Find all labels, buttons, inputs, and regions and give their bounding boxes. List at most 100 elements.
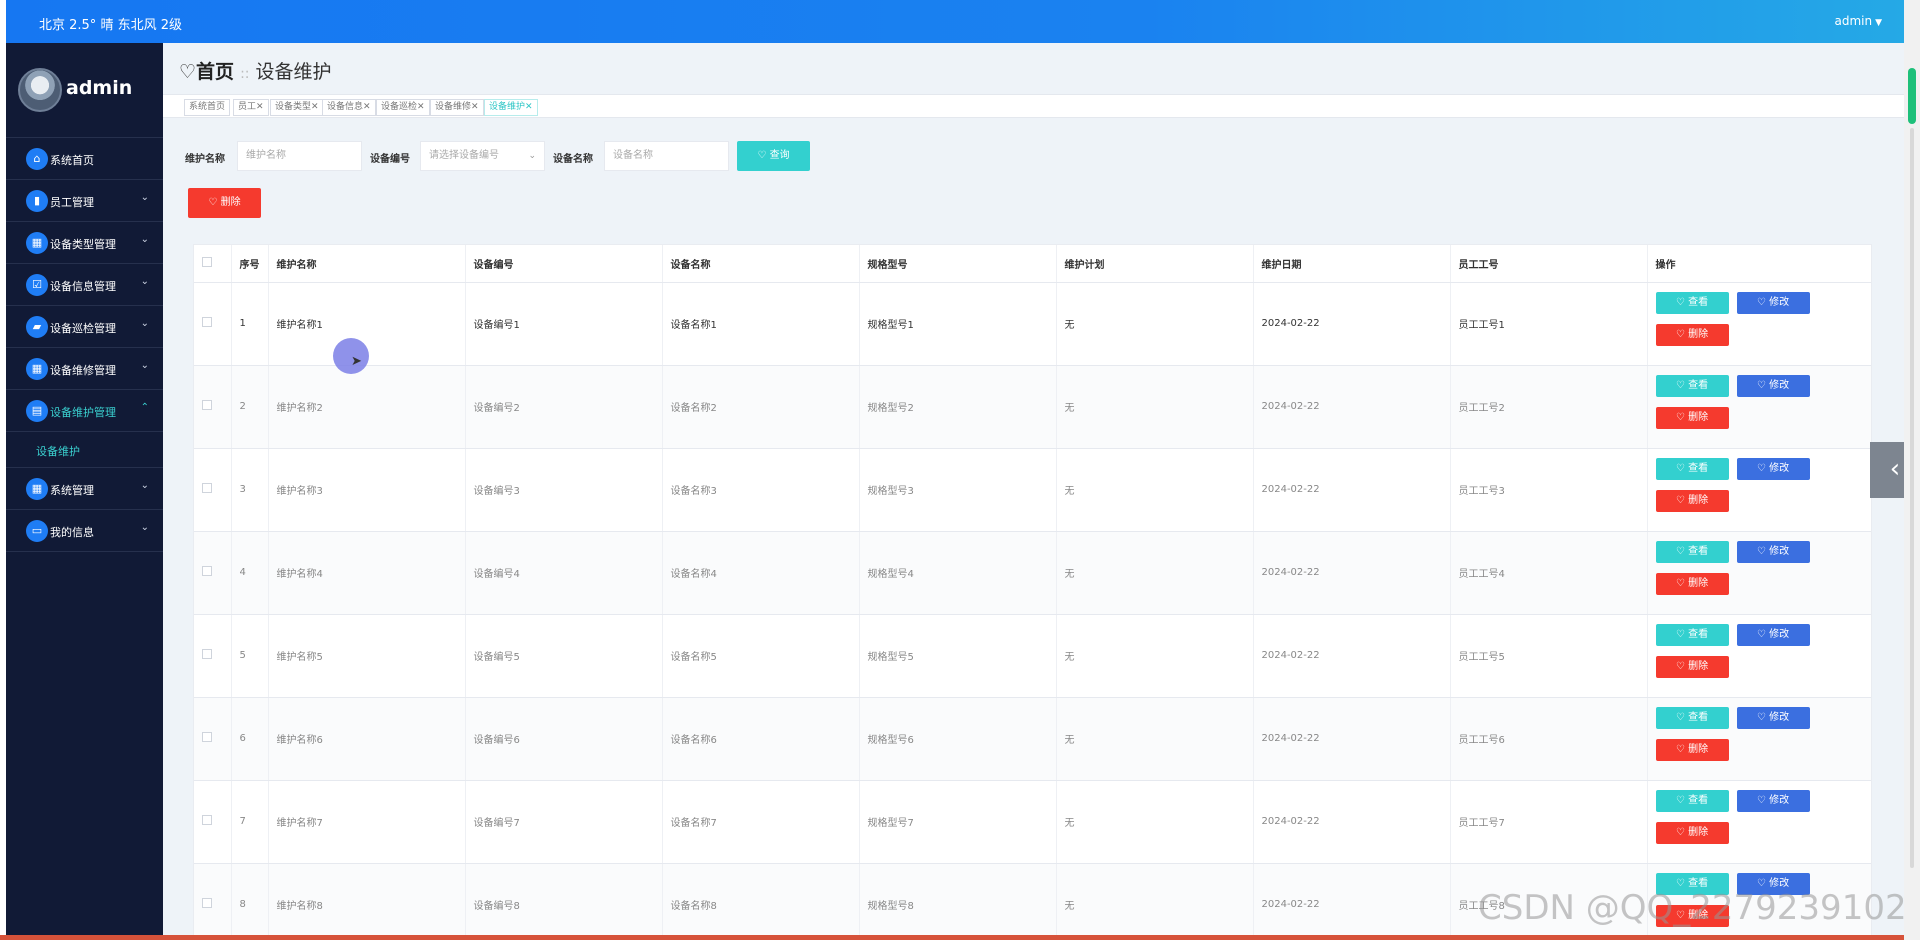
table-row: 7 维护名称7 设备编号7 设备名称7 规格型号7 无 2024-02-22 员工工号7 ♡ 查… — [194, 780, 1871, 864]
row-select-cell — [194, 614, 232, 698]
row-checkbox[interactable] — [202, 815, 212, 825]
row-checkbox[interactable] — [202, 732, 212, 742]
edit-button[interactable]: ♡ 修改 — [1736, 540, 1810, 563]
delete-button[interactable]: ♡ 删除 — [1655, 323, 1729, 346]
actions-cell: ♡ 查看 ♡ 修改 ♡ 删除 — [1647, 365, 1871, 449]
bar-chart-icon: ▮ — [26, 190, 48, 212]
tab-tag-0[interactable]: 系统首页 — [184, 99, 231, 116]
query-button[interactable]: ♡ 查询 — [737, 141, 810, 171]
breadcrumb-home[interactable]: 首页 — [196, 61, 235, 83]
table-cell: 8 — [231, 863, 269, 936]
tags-bar: 系统首页 员工✕ 设备类型✕ 设备信息✕ 设备巡检✕ 设备维修✕ 设备维护✕ — [163, 94, 1904, 118]
sidebar: admin ⌂ 系统首页 ▮ 员工管理 ⌄ ▦ 设备类型管理 ⌄ ☑ 设备信息管理 ⌄ ▰ 设备巡检管理… — [6, 43, 163, 937]
user-menu[interactable]: admin ▼ — [1834, 14, 1882, 28]
tab-tag-1[interactable]: 员工✕ — [233, 99, 269, 116]
table-cell: 设备名称4 — [662, 531, 860, 615]
edit-button[interactable]: ♡ 修改 — [1736, 789, 1810, 812]
maint-name-input[interactable]: 维护名称 — [237, 141, 362, 171]
delete-button[interactable]: ♡ 删除 — [1655, 738, 1729, 761]
row-checkbox[interactable] — [202, 317, 212, 327]
sidebar-item-6[interactable]: ▤ 设备维护管理 ⌃ — [6, 390, 163, 432]
tab-tag-3[interactable]: 设备信息✕ — [322, 99, 376, 116]
chevron-left-icon: ‹ — [1889, 454, 1901, 484]
table-cell: 员工工号6 — [1450, 697, 1648, 781]
device-code-select[interactable]: 请选择设备编号 ⌄ — [420, 141, 545, 171]
edit-button[interactable]: ♡ 修改 — [1736, 291, 1810, 314]
view-button[interactable]: ♡ 查看 — [1655, 457, 1729, 480]
table-cell: 6 — [231, 697, 269, 781]
view-button[interactable]: ♡ 查看 — [1655, 291, 1729, 314]
column-header: 序号 — [231, 245, 269, 283]
sidebar-item-4[interactable]: ▰ 设备巡检管理 ⌄ — [6, 306, 163, 348]
edit-button[interactable]: ♡ 修改 — [1736, 457, 1810, 480]
edit-button[interactable]: ♡ 修改 — [1736, 872, 1810, 895]
view-button[interactable]: ♡ 查看 — [1655, 789, 1729, 812]
delete-button[interactable]: ♡ 删除 — [1655, 655, 1729, 678]
edit-button[interactable]: ♡ 修改 — [1736, 706, 1810, 729]
tab-tag-6[interactable]: 设备维护✕ — [484, 99, 538, 116]
delete-button[interactable]: ♡ 删除 — [1655, 489, 1729, 512]
table-cell: 2024-02-22 — [1253, 531, 1451, 615]
row-checkbox[interactable] — [202, 566, 212, 576]
sidebar-item-3[interactable]: ☑ 设备信息管理 ⌄ — [6, 264, 163, 306]
sidebar-item-8[interactable]: ▭ 我的信息 ⌄ — [6, 510, 163, 552]
actions-cell: ♡ 查看 ♡ 修改 ♡ 删除 — [1647, 531, 1871, 615]
sidebar-item-label: 员工管理 — [50, 196, 94, 209]
table-cell: 2024-02-22 — [1253, 614, 1451, 698]
delete-button[interactable]: ♡ 删除 — [1655, 572, 1729, 595]
vertical-scrollbar[interactable] — [1904, 0, 1920, 940]
edit-button[interactable]: ♡ 修改 — [1736, 374, 1810, 397]
sidebar-item-5[interactable]: ▦ 设备维修管理 ⌄ — [6, 348, 163, 390]
tab-tag-2[interactable]: 设备类型✕ — [270, 99, 324, 116]
select-all-header[interactable] — [194, 245, 232, 283]
delete-button[interactable]: ♡ 删除 — [1655, 821, 1729, 844]
table-cell: 4 — [231, 531, 269, 615]
sidebar-item-2[interactable]: ▦ 设备类型管理 ⌄ — [6, 222, 163, 264]
row-checkbox[interactable] — [202, 898, 212, 908]
device-name-input[interactable]: 设备名称 — [604, 141, 729, 171]
sidebar-item-1[interactable]: ▮ 员工管理 ⌄ — [6, 180, 163, 222]
view-button[interactable]: ♡ 查看 — [1655, 540, 1729, 563]
sidebar-item-7[interactable]: ▦ 系统管理 ⌄ — [6, 468, 163, 510]
column-header: 维护日期 — [1253, 245, 1451, 283]
device-code-label: 设备编号 — [370, 154, 410, 165]
delete-button[interactable]: ♡ 删除 — [1655, 406, 1729, 429]
row-checkbox[interactable] — [202, 400, 212, 410]
user-name: admin — [1834, 14, 1873, 28]
breadcrumb-current: 设备维护 — [255, 61, 332, 83]
table-cell: 员工工号4 — [1450, 531, 1648, 615]
select-all-checkbox[interactable] — [202, 256, 212, 267]
table-cell: 规格型号2 — [859, 365, 1057, 449]
sidebar-brand: admin — [6, 43, 163, 138]
tab-tag-5[interactable]: 设备维修✕ — [430, 99, 484, 116]
view-button[interactable]: ♡ 查看 — [1655, 872, 1729, 895]
table-cell: 设备名称6 — [662, 697, 860, 781]
view-button[interactable]: ♡ 查看 — [1655, 623, 1729, 646]
table-cell: 设备编号8 — [465, 863, 663, 936]
view-button[interactable]: ♡ 查看 — [1655, 706, 1729, 729]
grid-icon: ▦ — [26, 232, 48, 254]
batch-delete-button[interactable]: ♡ 删除 — [188, 188, 261, 218]
main-content: ♡首页:: 设备维护 系统首页 员工✕ 设备类型✕ 设备信息✕ 设备巡检✕ 设备维修✕ 设备维… — [163, 43, 1904, 937]
sidebar-item-0[interactable]: ⌂ 系统首页 — [6, 138, 163, 180]
table-header-row: 序号 维护名称 设备编号 设备名称 规格型号 维护计划 维护日期 员工工号 操作 — [194, 245, 1871, 283]
caret-down-icon: ▼ — [1875, 18, 1882, 28]
row-checkbox[interactable] — [202, 649, 212, 659]
table-cell: 设备编号1 — [465, 282, 663, 366]
table-cell: 设备编号3 — [465, 448, 663, 532]
table-cell: 设备编号4 — [465, 531, 663, 615]
actions-cell: ♡ 查看 ♡ 修改 ♡ 删除 — [1647, 448, 1871, 532]
edit-button[interactable]: ♡ 修改 — [1736, 623, 1810, 646]
sidebar-subitem-maintenance[interactable]: 设备维护 — [6, 432, 163, 468]
table-cell: 无 — [1056, 282, 1254, 366]
row-checkbox[interactable] — [202, 483, 212, 493]
row-select-cell — [194, 531, 232, 615]
maint-name-label: 维护名称 — [185, 154, 225, 165]
view-button[interactable]: ♡ 查看 — [1655, 374, 1729, 397]
breadcrumb-separator: :: — [240, 66, 250, 82]
table-cell: 维护名称7 — [268, 780, 466, 864]
table-cell: 设备名称5 — [662, 614, 860, 698]
scrollbar-thumb[interactable] — [1908, 68, 1916, 124]
tab-tag-4[interactable]: 设备巡检✕ — [376, 99, 430, 116]
delete-button[interactable]: ♡ 删除 — [1655, 904, 1729, 927]
